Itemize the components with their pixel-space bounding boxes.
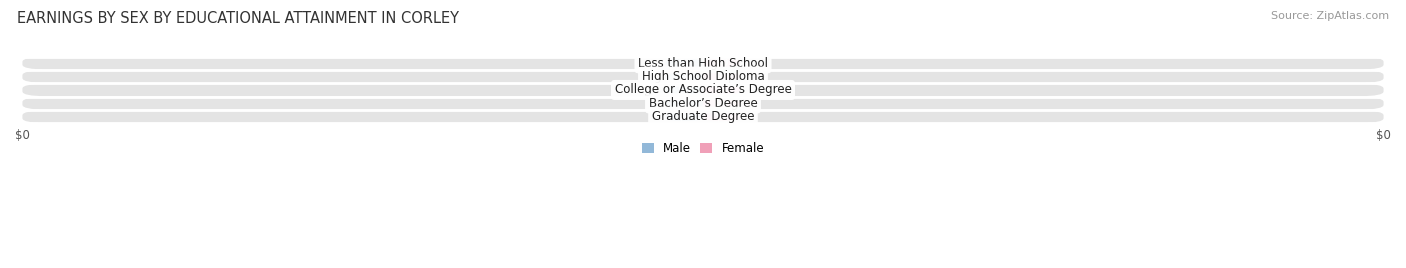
FancyBboxPatch shape — [22, 70, 1384, 83]
FancyBboxPatch shape — [703, 113, 741, 121]
Text: EARNINGS BY SEX BY EDUCATIONAL ATTAINMENT IN CORLEY: EARNINGS BY SEX BY EDUCATIONAL ATTAINMEN… — [17, 11, 458, 26]
Legend: Male, Female: Male, Female — [641, 142, 765, 155]
FancyBboxPatch shape — [703, 99, 741, 107]
FancyBboxPatch shape — [665, 72, 703, 81]
Text: $0: $0 — [714, 72, 728, 82]
Text: $0: $0 — [714, 112, 728, 122]
FancyBboxPatch shape — [665, 99, 703, 107]
FancyBboxPatch shape — [22, 111, 1384, 123]
FancyBboxPatch shape — [665, 113, 703, 121]
FancyBboxPatch shape — [22, 57, 1384, 69]
Text: $0: $0 — [714, 98, 728, 108]
Text: Graduate Degree: Graduate Degree — [652, 110, 754, 123]
Text: $0: $0 — [714, 58, 728, 68]
Text: $0: $0 — [678, 72, 692, 82]
FancyBboxPatch shape — [703, 72, 741, 81]
FancyBboxPatch shape — [665, 86, 703, 94]
Text: Less than High School: Less than High School — [638, 57, 768, 70]
FancyBboxPatch shape — [22, 84, 1384, 96]
FancyBboxPatch shape — [22, 97, 1384, 110]
Text: $0: $0 — [678, 85, 692, 95]
Text: $0: $0 — [678, 58, 692, 68]
FancyBboxPatch shape — [703, 59, 741, 67]
Text: Source: ZipAtlas.com: Source: ZipAtlas.com — [1271, 11, 1389, 21]
FancyBboxPatch shape — [665, 59, 703, 67]
Text: $0: $0 — [678, 112, 692, 122]
Text: High School Diploma: High School Diploma — [641, 70, 765, 83]
Text: Bachelor’s Degree: Bachelor’s Degree — [648, 97, 758, 110]
Text: $0: $0 — [678, 98, 692, 108]
FancyBboxPatch shape — [703, 86, 741, 94]
Text: $0: $0 — [714, 85, 728, 95]
Text: College or Associate’s Degree: College or Associate’s Degree — [614, 84, 792, 96]
